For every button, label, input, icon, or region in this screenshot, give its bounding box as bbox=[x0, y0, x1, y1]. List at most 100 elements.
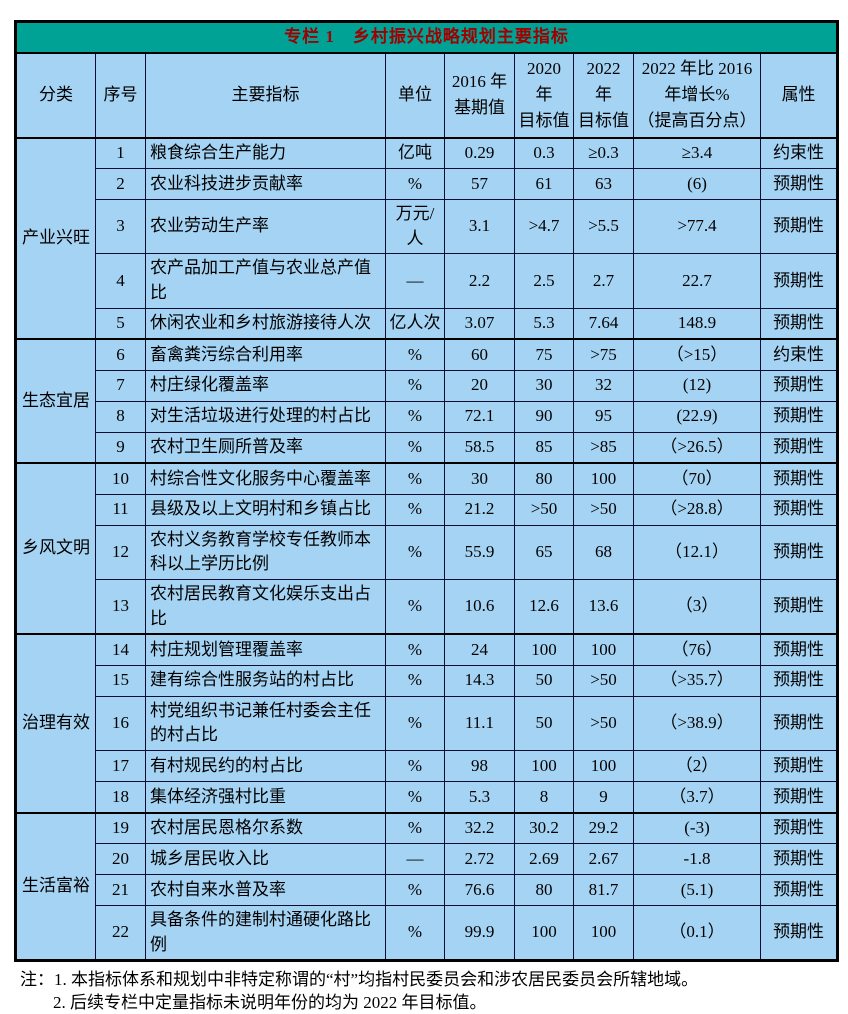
target-2020-cell: >4.7 bbox=[514, 199, 574, 255]
target-2022-cell: 2.7 bbox=[573, 253, 634, 309]
indicator-cell: 农村居民教育文化娱乐支出占比 bbox=[145, 579, 386, 635]
target-2022-cell: 100 bbox=[573, 750, 634, 783]
unit-cell: % bbox=[385, 400, 445, 433]
seq-cell: 21 bbox=[95, 874, 146, 907]
target-2020-cell: 80 bbox=[514, 874, 574, 907]
base-2016-cell: 21.2 bbox=[444, 493, 515, 526]
unit-cell: — bbox=[385, 843, 445, 876]
table-row: 8 对生活垃圾进行处理的村占比 % 72.1 90 95 (22.9) 预期性 bbox=[16, 400, 839, 433]
header-target-2022: 2022 年 目标值 bbox=[573, 52, 634, 139]
base-2016-cell: 3.07 bbox=[444, 307, 515, 340]
target-2020-cell: 8 bbox=[514, 781, 574, 814]
seq-cell: 1 bbox=[95, 136, 146, 170]
seq-cell: 5 bbox=[95, 307, 146, 340]
table-row: 12 农村义务教育学校专任教师本科以上学历比例 % 55.9 65 68 （12… bbox=[16, 524, 839, 581]
base-2016-cell: 72.1 bbox=[444, 400, 515, 433]
target-2022-cell: 100 bbox=[573, 905, 634, 962]
table-row: 乡风文明 10 村综合性文化服务中心覆盖率 % 30 80 100 （70） 预… bbox=[15, 462, 839, 635]
category-cell: 生活富裕 bbox=[15, 811, 96, 962]
target-2022-cell: 32 bbox=[573, 369, 634, 402]
table-row: 生态宜居 6 畜禽粪污综合利用率 % 60 75 >75 （>15） 约束性 bbox=[15, 338, 839, 464]
table-row: 7 村庄绿化覆盖率 % 20 30 32 (12) 预期性 bbox=[16, 369, 839, 402]
growth-cell: 22.7 bbox=[633, 253, 761, 309]
base-2016-cell: 32.2 bbox=[444, 811, 515, 845]
table-header-row: 分类 序号 主要指标 单位 2016 年 基期值 2020 年 目标值 2022… bbox=[15, 52, 839, 139]
category-cell: 生态宜居 bbox=[15, 338, 96, 464]
target-2022-cell: 81.7 bbox=[573, 874, 634, 907]
footnote-2: 2. 后续专栏中定量指标未说明年份的均为 2022 年目标值。 bbox=[53, 993, 487, 1013]
target-2022-cell: >50 bbox=[573, 493, 634, 526]
unit-cell: 亿吨 bbox=[385, 136, 445, 170]
indicator-cell: 农村居民恩格尔系数 bbox=[145, 811, 386, 845]
attribute-cell: 预期性 bbox=[759, 199, 839, 255]
indicator-cell: 畜禽粪污综合利用率 bbox=[145, 338, 386, 371]
table-row: 11 县级及以上文明村和乡镇占比 % 21.2 >50 >50 （>28.8） … bbox=[16, 493, 839, 526]
base-2016-cell: 24 bbox=[444, 633, 515, 666]
seq-cell: 15 bbox=[95, 664, 146, 697]
base-2016-cell: 3.1 bbox=[444, 199, 515, 255]
base-2016-cell: 2.72 bbox=[444, 843, 515, 876]
base-2016-cell: 14.3 bbox=[444, 664, 515, 697]
table-row: 9 农村卫生厕所普及率 % 58.5 85 >85 （>26.5） 预期性 bbox=[16, 431, 839, 464]
table-row: 22 具备条件的建制村通硬化路比例 % 99.9 100 100 （0.1） 预… bbox=[16, 905, 839, 962]
growth-cell: (12) bbox=[633, 369, 761, 402]
seq-cell: 20 bbox=[95, 843, 146, 876]
seq-cell: 7 bbox=[95, 369, 146, 402]
indicator-cell: 县级及以上文明村和乡镇占比 bbox=[145, 493, 386, 526]
unit-cell: % bbox=[385, 905, 445, 962]
indicator-cell: 具备条件的建制村通硬化路比例 bbox=[145, 905, 386, 962]
base-2016-cell: 0.29 bbox=[444, 136, 515, 170]
indicator-cell: 粮食综合生产能力 bbox=[145, 136, 386, 170]
base-2016-cell: 76.6 bbox=[444, 874, 515, 907]
indicator-cell: 休闲农业和乡村旅游接待人次 bbox=[145, 307, 386, 340]
target-2020-cell: 30.2 bbox=[514, 811, 574, 845]
base-2016-cell: 60 bbox=[444, 338, 515, 371]
table-title: 专栏 1 乡村振兴战略规划主要指标 bbox=[14, 20, 839, 54]
target-2022-cell: 63 bbox=[573, 168, 634, 201]
target-2020-cell: 50 bbox=[514, 695, 574, 752]
table-row: 治理有效 14 村庄规划管理覆盖率 % 24 100 100 （76） 预期性 bbox=[15, 633, 839, 814]
indicator-cell: 城乡居民收入比 bbox=[145, 843, 386, 876]
seq-cell: 3 bbox=[95, 199, 146, 255]
growth-cell: >77.4 bbox=[633, 199, 761, 255]
base-2016-cell: 11.1 bbox=[444, 695, 515, 752]
target-2022-cell: 9 bbox=[573, 781, 634, 814]
target-2022-cell: ≥0.3 bbox=[573, 136, 634, 170]
table-row: 2 农业科技进步贡献率 % 57 61 63 (6) 预期性 bbox=[16, 168, 839, 201]
base-2016-cell: 57 bbox=[444, 168, 515, 201]
attribute-cell: 预期性 bbox=[759, 462, 839, 495]
seq-cell: 2 bbox=[95, 168, 146, 201]
base-2016-cell: 58.5 bbox=[444, 431, 515, 464]
header-base-2016: 2016 年 基期值 bbox=[444, 52, 515, 139]
table-row: 生活富裕 19 农村居民恩格尔系数 % 32.2 30.2 29.2 (-3) … bbox=[15, 811, 839, 962]
header-category: 分类 bbox=[15, 52, 96, 139]
indicator-cell: 农业科技进步贡献率 bbox=[145, 168, 386, 201]
growth-cell: (6) bbox=[633, 168, 761, 201]
attribute-cell: 预期性 bbox=[759, 750, 839, 783]
header-target-2020: 2020 年 目标值 bbox=[514, 52, 574, 139]
category-cell: 乡风文明 bbox=[15, 462, 96, 635]
target-2022-cell: >50 bbox=[573, 695, 634, 752]
base-2016-cell: 55.9 bbox=[444, 524, 515, 581]
target-2022-cell: >5.5 bbox=[573, 199, 634, 255]
growth-cell: （>35.7） bbox=[633, 664, 761, 697]
attribute-cell: 预期性 bbox=[759, 811, 839, 845]
target-2022-cell: 100 bbox=[573, 462, 634, 495]
attribute-cell: 预期性 bbox=[759, 633, 839, 666]
attribute-cell: 约束性 bbox=[759, 136, 839, 170]
attribute-cell: 预期性 bbox=[759, 524, 839, 581]
unit-cell: % bbox=[385, 579, 445, 635]
target-2020-cell: 12.6 bbox=[514, 579, 574, 635]
table-row: 4 农产品加工产值与农业总产值比 — 2.2 2.5 2.7 22.7 预期性 bbox=[16, 253, 839, 309]
indicator-cell: 村庄绿化覆盖率 bbox=[145, 369, 386, 402]
base-2016-cell: 10.6 bbox=[444, 579, 515, 635]
target-2020-cell: 65 bbox=[514, 524, 574, 581]
table-row: 20 城乡居民收入比 — 2.72 2.69 2.67 -1.8 预期性 bbox=[16, 843, 839, 876]
table-row: 18 集体经济强村比重 % 5.3 8 9 （3.7） 预期性 bbox=[16, 781, 839, 814]
target-2020-cell: 0.3 bbox=[514, 136, 574, 170]
indicator-cell: 对生活垃圾进行处理的村占比 bbox=[145, 400, 386, 433]
seq-cell: 11 bbox=[95, 493, 146, 526]
attribute-cell: 预期性 bbox=[759, 369, 839, 402]
unit-cell: % bbox=[385, 462, 445, 495]
